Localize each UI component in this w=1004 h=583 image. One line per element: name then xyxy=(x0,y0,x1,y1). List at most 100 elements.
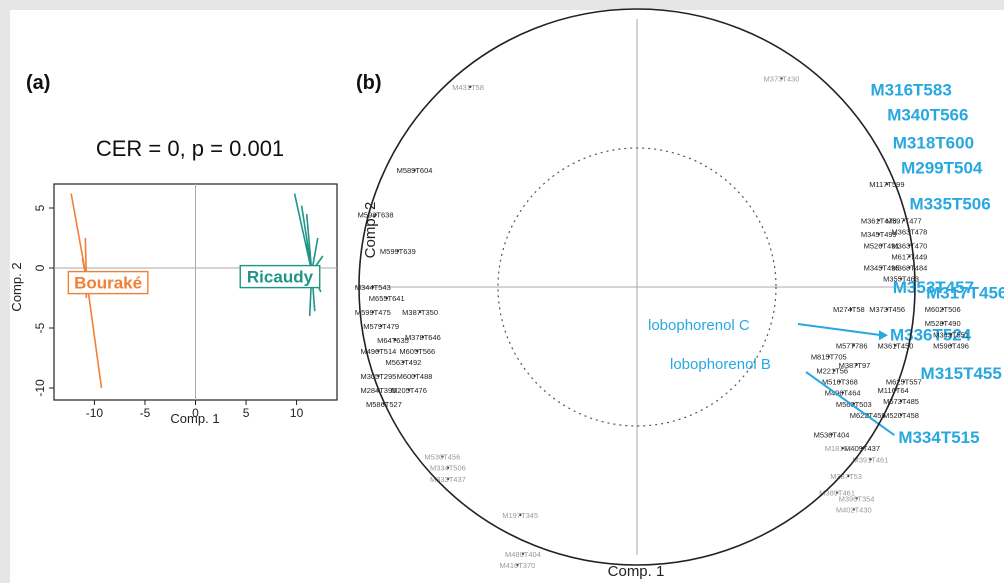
panel-b-variable-point xyxy=(385,296,388,300)
panel-b-variable-point xyxy=(852,508,856,511)
panel-b-variable-label: M605T566 xyxy=(399,347,435,356)
panel-b-variable-point xyxy=(380,324,383,328)
panel-b-label: (b) xyxy=(356,72,382,94)
panel-b-variable-point xyxy=(855,497,858,500)
panel-b-variable-label: M579T479 xyxy=(363,322,399,331)
panel-b-variable-label: M117T599 xyxy=(869,180,904,189)
panel-b-variable-label-highlight: M316T583 xyxy=(871,81,952,100)
panel-b-variable-label: M496T464 xyxy=(825,389,861,398)
annotation-arrow-b xyxy=(805,371,895,436)
panel-b-variable-point xyxy=(949,344,953,347)
panel-b-variable-point xyxy=(841,391,844,394)
panel-b-variable-label: M221T56 xyxy=(816,366,848,375)
panel-a-plot: -10 -5 0 5 10 5 0 -5 -10 Bouraké Ricaudy xyxy=(33,183,338,420)
panel-b-variable-label: M526T491 xyxy=(864,241,900,250)
panel-b-variable-point xyxy=(446,466,450,469)
panel-b-variable-label: M416T370 xyxy=(499,561,535,570)
panel-b-variable-point xyxy=(371,310,375,314)
panel-a-ytick-label: 5 xyxy=(33,204,47,211)
panel-b-variable-point xyxy=(521,552,525,556)
panel-b-variable-label: M343T551 xyxy=(933,330,969,339)
panel-b-variable-point xyxy=(418,310,422,314)
panel-b-variable-point xyxy=(407,388,411,392)
panel-a-ylabel: Comp. 2 xyxy=(9,262,24,311)
panel-b-variable-point xyxy=(855,363,858,367)
panel-b-variable-label: M586T527 xyxy=(366,400,402,409)
panel-b-variable-label: M655T641 xyxy=(369,294,405,303)
panel-b-variable-point xyxy=(519,513,522,517)
panel-b-variable-label: M345T495 xyxy=(864,264,900,273)
panel-b-variable-point xyxy=(899,413,903,417)
panel-b-variable-point xyxy=(393,338,397,342)
panel-b-variable-point xyxy=(516,563,519,567)
panel-b-variable-point xyxy=(371,285,375,289)
panel-b-variable-label: M625T557 xyxy=(886,378,922,387)
panel-b-variable-label: M387T53 xyxy=(830,472,862,481)
panel-b-variable-point xyxy=(894,344,897,347)
panel-b-variable-point xyxy=(833,369,836,372)
panel-b-variable-point xyxy=(869,458,872,461)
panel-b-variable-point xyxy=(377,349,380,353)
panel-b-variable-point xyxy=(852,344,856,347)
panel-b-variable-point xyxy=(886,182,889,186)
panel-b-variable-point xyxy=(416,349,419,353)
panel-b-variable-label: M573T485 xyxy=(883,397,919,406)
panel-b-variable-label: M116T64 xyxy=(878,386,909,395)
panel-a-ytick-label: 0 xyxy=(33,264,47,271)
panel-a-ytick-label: -5 xyxy=(33,322,47,333)
panel-b-variable-point xyxy=(446,477,450,481)
panel-b-variable-label: M602T506 xyxy=(925,305,961,314)
panel-b-variable-label-highlight: M315T455 xyxy=(921,364,1002,383)
panel-a-xtick-label: 5 xyxy=(243,406,250,420)
panel-b-variable-label: M197T345 xyxy=(502,511,538,520)
panel-b-variable-point xyxy=(941,321,944,325)
panel-b-variable-point xyxy=(835,491,839,494)
panel-a-label: (a) xyxy=(26,72,50,94)
panel-b-variable-label-highlight: M318T600 xyxy=(893,133,974,152)
panel-b-variable-point xyxy=(413,374,416,378)
annotation-lobophorenol-c: lobophorenol C xyxy=(648,317,750,334)
panel-b-variable-label: M368T484 xyxy=(891,264,927,273)
panel-b-variable-point xyxy=(902,380,906,383)
panel-b-variable-point xyxy=(908,244,911,247)
panel-b-variable-label: M390T354 xyxy=(839,494,875,503)
panel-a-xtick-label: -5 xyxy=(140,406,151,420)
panel-b-variable-label: M409T437 xyxy=(844,444,880,453)
panel-b-variable-label: M378T646 xyxy=(405,333,441,342)
panel-b-variable-label: M516T368 xyxy=(822,378,858,387)
panel-b-variable-label: M274T58 xyxy=(833,305,865,314)
panel-b-variable-point xyxy=(949,333,953,336)
panel-b-variable-label: M563T492 xyxy=(385,358,421,367)
panel-b-variable-label: M599T475 xyxy=(355,308,391,317)
panel-b-variable-label: M589T604 xyxy=(397,166,433,175)
panel-a-xtick-label: -10 xyxy=(86,406,104,420)
annotation-lobophorenol-b: lobophorenol B xyxy=(670,356,771,373)
panel-b-xlabel: Comp. 1 xyxy=(608,563,665,580)
panel-b-variable-point xyxy=(886,308,889,311)
panel-b-variable-point xyxy=(780,77,783,80)
panel-b-variable-label: M355T463 xyxy=(883,275,919,284)
panel-b-variable-point xyxy=(838,380,842,383)
panel-b-variable-point xyxy=(830,433,833,436)
panel-b-variable-point xyxy=(908,255,911,258)
panel-b-variable-label: M815T705 xyxy=(811,353,847,362)
panel-b-variable-label: M391T461 xyxy=(853,455,889,464)
panel-a-title: CER = 0, p = 0.001 xyxy=(96,136,284,161)
panel-b-variable-point xyxy=(402,360,405,364)
panel-b-variable-point xyxy=(899,399,903,403)
panel-b-variable-label: M181T58 xyxy=(825,444,857,453)
panel-b-variable-point xyxy=(413,169,416,172)
panel-b-variable-point xyxy=(908,266,911,269)
panel-b-variable-label-highlight: M353T457 xyxy=(893,278,974,297)
panel-b-variable-point xyxy=(396,249,400,253)
panel-b-variable-label: M57T786 xyxy=(836,341,868,350)
panel-b-variable-point xyxy=(941,308,944,311)
panel-b-variable-label: M520T458 xyxy=(883,411,919,420)
panel-b-variable-point xyxy=(880,244,883,247)
panel-b-variable-point xyxy=(827,355,831,358)
panel-b-variable-label: M560T503 xyxy=(836,400,872,409)
panel-b-variable-label: M373T430 xyxy=(764,75,800,84)
panel-b-variable-label-highlight: M340T566 xyxy=(887,106,968,125)
panel-b-variable-point xyxy=(899,277,903,280)
